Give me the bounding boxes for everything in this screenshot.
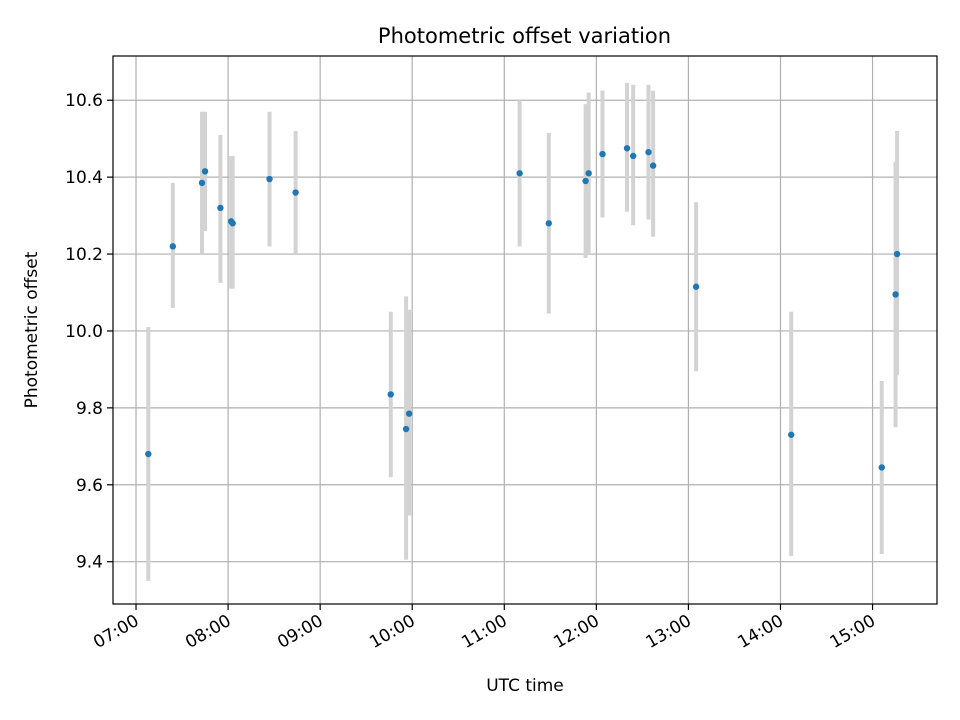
data-point <box>692 283 700 290</box>
data-point <box>169 243 177 250</box>
y-tick-label: 10.0 <box>65 322 103 342</box>
data-point <box>599 150 606 158</box>
data-point <box>229 220 236 227</box>
data-points <box>145 145 901 471</box>
data-point <box>649 162 657 169</box>
data-point <box>788 431 795 438</box>
data-point <box>893 250 901 258</box>
y-tick-label: 9.8 <box>76 399 103 419</box>
data-point <box>892 291 899 298</box>
data-point <box>623 145 631 152</box>
y-tick-label: 9.4 <box>76 553 103 573</box>
data-point <box>292 189 299 196</box>
data-point <box>217 204 224 212</box>
data-point <box>145 450 152 458</box>
data-point <box>582 177 589 185</box>
data-point <box>629 152 637 160</box>
y-tick-label: 10.2 <box>65 245 103 265</box>
data-point <box>516 170 523 177</box>
x-axis-label: UTC time <box>486 676 564 696</box>
data-point <box>266 175 273 183</box>
data-point <box>585 170 592 177</box>
chart-title: Photometric offset variation <box>378 24 671 48</box>
data-point <box>387 391 394 398</box>
y-tick-label: 10.6 <box>65 91 103 111</box>
data-point <box>545 220 552 227</box>
data-point <box>201 168 209 175</box>
y-tick-label: 9.6 <box>76 476 103 496</box>
y-axis-label: Photometric offset <box>22 251 42 408</box>
data-point <box>198 179 206 187</box>
data-point <box>645 148 652 156</box>
grid <box>113 56 937 604</box>
data-point <box>405 410 413 417</box>
plot-frame <box>112 55 938 605</box>
y-tick-label: 10.4 <box>65 168 103 188</box>
data-point <box>878 464 885 471</box>
data-point <box>402 425 410 433</box>
